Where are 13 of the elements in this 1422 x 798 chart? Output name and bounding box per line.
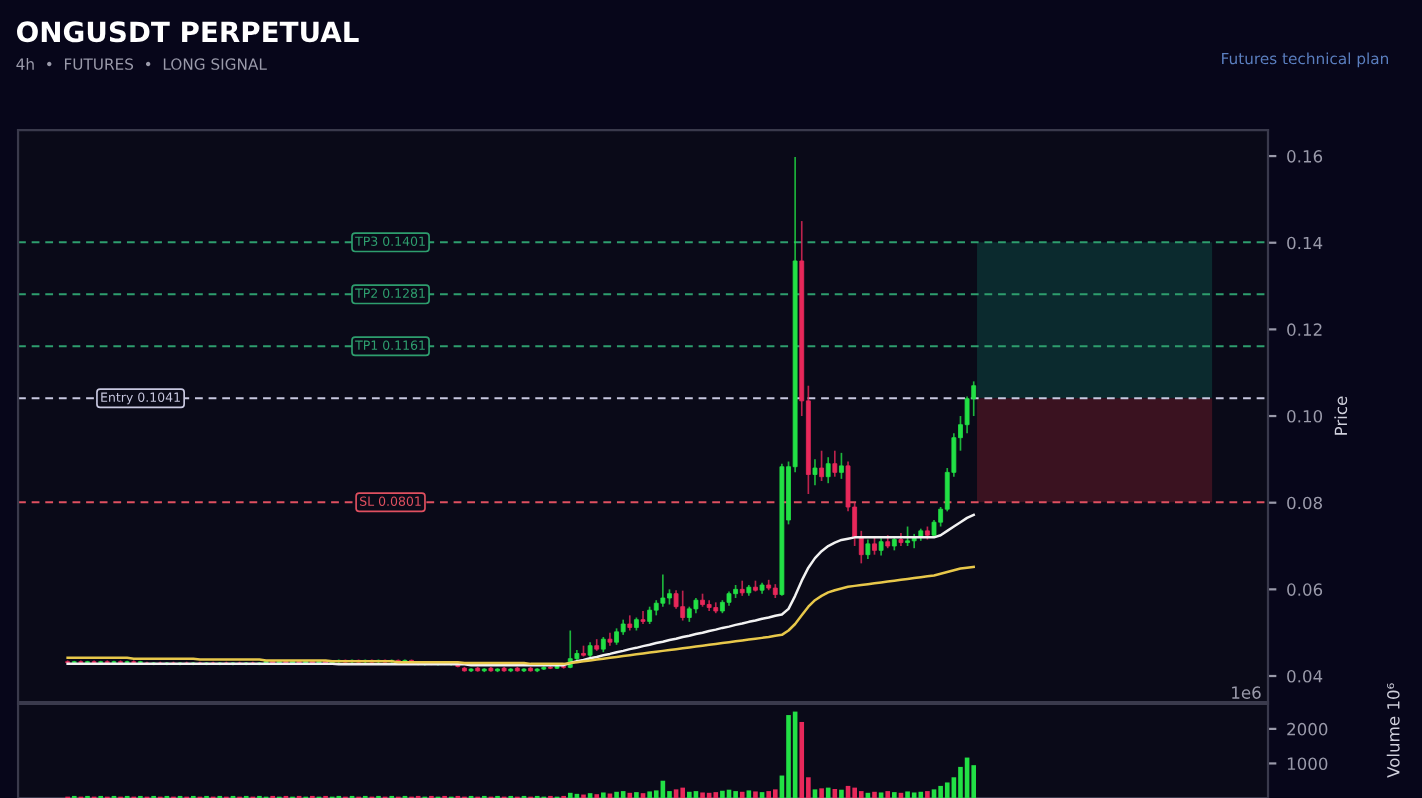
y-tick-label: 2000 (1287, 722, 1328, 736)
y-tick-label: 0.06 (1287, 583, 1323, 596)
y-tick-label: 0.14 (1287, 236, 1323, 250)
y-tick-label: 0.12 (1287, 323, 1322, 336)
chart-title: ONGUSDT PERPETUAL (17, 21, 359, 43)
y-axis-title: Volume 10⁶ (1386, 683, 1400, 778)
y-tick-label: 0.04 (1287, 669, 1323, 683)
text: 1e6 (1232, 686, 1261, 699)
y-tick-label: 0.08 (1287, 496, 1323, 510)
y-tick-label: 0.16 (1287, 150, 1323, 163)
y-axis-title: Price (1334, 396, 1348, 435)
y-tick-label: 1000 (1287, 757, 1328, 771)
y-tick-label: 0.10 (1287, 410, 1323, 423)
